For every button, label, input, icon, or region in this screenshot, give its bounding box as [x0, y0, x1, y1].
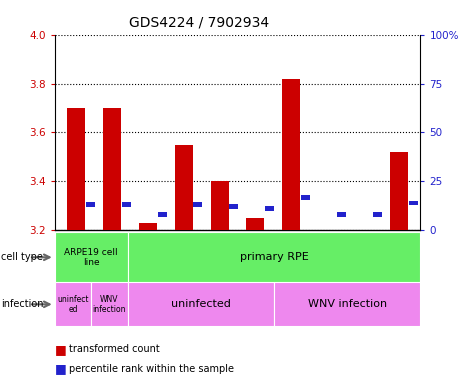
Text: GSM762066: GSM762066 — [251, 235, 260, 286]
Bar — [309, 232, 345, 282]
Text: ■: ■ — [55, 362, 66, 375]
Bar — [91, 282, 128, 326]
Text: GSM762061: GSM762061 — [287, 235, 296, 286]
Bar — [238, 232, 273, 282]
Text: uninfect
ed: uninfect ed — [57, 295, 89, 314]
Bar — [139, 223, 157, 230]
Bar — [345, 232, 381, 282]
Bar — [274, 282, 420, 326]
Text: GSM762062: GSM762062 — [179, 235, 188, 286]
Bar — [337, 212, 346, 217]
Bar — [373, 212, 381, 217]
Bar — [381, 232, 417, 282]
Bar — [202, 232, 238, 282]
Bar — [166, 232, 202, 282]
Text: GSM762063: GSM762063 — [323, 235, 332, 286]
Text: uninfected: uninfected — [171, 299, 231, 310]
Text: GSM762068: GSM762068 — [72, 235, 81, 286]
Bar — [390, 152, 408, 230]
Bar — [265, 207, 274, 211]
Bar — [158, 212, 167, 217]
Bar — [55, 232, 128, 282]
Bar — [103, 108, 121, 230]
Text: GSM762060: GSM762060 — [143, 235, 152, 286]
Bar — [282, 79, 300, 230]
Bar — [86, 202, 95, 207]
Bar — [408, 200, 418, 205]
Text: transformed count: transformed count — [69, 344, 160, 354]
Bar — [273, 232, 309, 282]
Text: ■: ■ — [55, 343, 66, 356]
Bar — [193, 202, 202, 207]
Text: ARPE19 cell
line: ARPE19 cell line — [65, 248, 118, 267]
Text: cell type: cell type — [1, 252, 43, 262]
Text: WNV infection: WNV infection — [308, 299, 387, 310]
Text: primary RPE: primary RPE — [240, 252, 308, 262]
Bar — [175, 145, 193, 230]
Bar — [67, 108, 85, 230]
Bar — [128, 232, 420, 282]
Bar — [128, 282, 274, 326]
Text: percentile rank within the sample: percentile rank within the sample — [69, 364, 234, 374]
Text: infection: infection — [1, 299, 43, 310]
Bar — [229, 204, 238, 209]
Text: GSM762067: GSM762067 — [394, 235, 403, 286]
Text: WNV
infection: WNV infection — [93, 295, 126, 314]
Bar — [58, 232, 94, 282]
Bar — [55, 282, 91, 326]
Text: GSM762069: GSM762069 — [107, 235, 116, 286]
Bar — [130, 232, 166, 282]
Bar — [301, 195, 310, 200]
Bar — [247, 218, 265, 230]
Text: GDS4224 / 7902934: GDS4224 / 7902934 — [129, 15, 270, 29]
Text: GSM762065: GSM762065 — [359, 235, 368, 286]
Text: GSM762064: GSM762064 — [215, 235, 224, 286]
Bar — [122, 202, 131, 207]
Bar — [210, 182, 228, 230]
Bar — [94, 232, 130, 282]
